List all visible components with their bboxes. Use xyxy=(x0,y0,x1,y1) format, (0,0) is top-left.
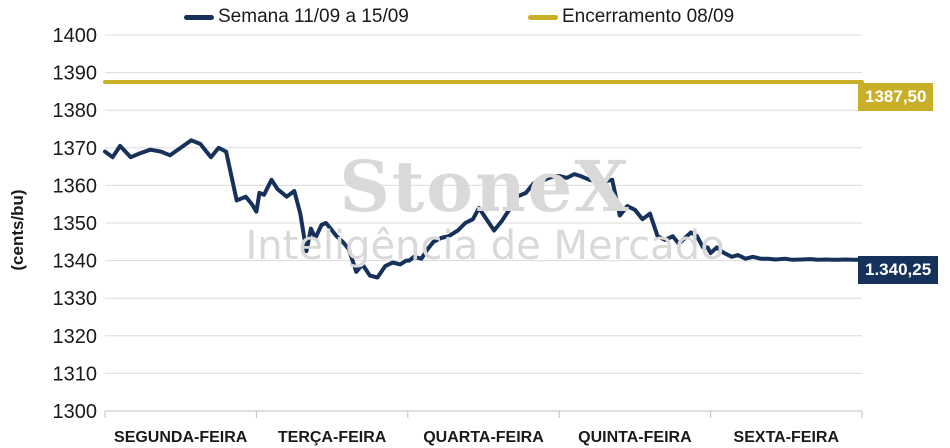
legend-label-week: Semana 11/09 a 15/09 xyxy=(218,6,409,27)
y-tick-label: 1300 xyxy=(53,401,98,423)
legend-item-close: Encerramento 08/09 xyxy=(528,6,734,28)
y-tick-label: 1400 xyxy=(53,25,98,47)
gridlines xyxy=(105,34,862,412)
x-tick-label: SEGUNDA-FEIRA xyxy=(114,429,248,446)
y-tick-label: 1350 xyxy=(53,213,98,235)
legend-swatch-close xyxy=(528,14,558,20)
series-lines xyxy=(103,80,864,280)
y-tick-label: 1360 xyxy=(53,175,98,197)
y-tick-label: 1320 xyxy=(53,326,98,348)
legend-item-week: Semana 11/09 a 15/09 xyxy=(184,6,409,28)
legend-label-close: Encerramento 08/09 xyxy=(562,6,735,27)
x-tick-label: QUARTA-FEIRA xyxy=(423,429,544,446)
y-tick-label: 1380 xyxy=(53,100,98,122)
x-axis: SEGUNDA-FEIRA TERÇA-FEIRA QUARTA-FEIRA QUIN… xyxy=(104,411,863,446)
x-tick-label: TERÇA-FEIRA xyxy=(278,429,387,446)
y-tick-label: 1340 xyxy=(53,251,98,273)
y-axis-label: (cents/bu) xyxy=(8,189,27,271)
chart-legend: Semana 11/09 a 15/09 Encerramento 08/09 xyxy=(0,6,950,30)
y-axis-ticks: 1300 1310 1320 1330 1340 1350 1360 1370 1380 1390… xyxy=(53,25,98,423)
x-tick-label: SEXTA-FEIRA xyxy=(734,429,840,446)
y-tick-label: 1390 xyxy=(53,63,98,85)
y-tick-label: 1370 xyxy=(53,138,98,160)
y-tick-label: 1330 xyxy=(53,288,98,310)
series-line xyxy=(103,138,863,280)
legend-swatch-week xyxy=(184,14,214,20)
last-value-label: 1.340,25 xyxy=(858,256,939,284)
y-tick-label: 1310 xyxy=(53,363,98,385)
x-tick-label: QUINTA-FEIRA xyxy=(578,429,692,446)
close-value-label: 1387,50 xyxy=(858,83,934,111)
